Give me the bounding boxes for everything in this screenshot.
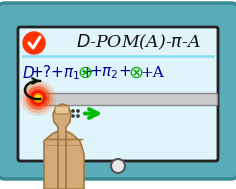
Circle shape [71, 114, 75, 118]
Circle shape [76, 114, 80, 118]
Text: +?+$\pi_1$+: +?+$\pi_1$+ [30, 64, 93, 82]
Circle shape [35, 95, 41, 101]
Circle shape [76, 109, 80, 113]
Circle shape [33, 93, 43, 103]
FancyBboxPatch shape [18, 27, 218, 161]
FancyBboxPatch shape [45, 94, 218, 105]
Circle shape [23, 83, 53, 113]
Circle shape [71, 109, 75, 113]
Circle shape [26, 86, 50, 110]
FancyBboxPatch shape [0, 3, 236, 179]
Circle shape [66, 109, 70, 113]
Text: +A: +A [140, 66, 164, 80]
Circle shape [20, 80, 56, 116]
Circle shape [29, 89, 47, 107]
Text: $\mathit{D}$: $\mathit{D}$ [22, 65, 35, 81]
Polygon shape [53, 104, 71, 189]
Circle shape [66, 114, 70, 118]
FancyBboxPatch shape [55, 106, 69, 114]
Circle shape [111, 159, 125, 173]
Text: $\otimes$: $\otimes$ [128, 64, 143, 82]
Text: $\otimes$: $\otimes$ [77, 64, 93, 82]
Polygon shape [44, 131, 84, 189]
Text: $\mathit{D}$-POM(A)-$\pi$-A: $\mathit{D}$-POM(A)-$\pi$-A [76, 32, 200, 52]
Circle shape [31, 91, 45, 105]
Text: +$\pi_2$+: +$\pi_2$+ [89, 65, 131, 81]
Circle shape [23, 32, 45, 54]
